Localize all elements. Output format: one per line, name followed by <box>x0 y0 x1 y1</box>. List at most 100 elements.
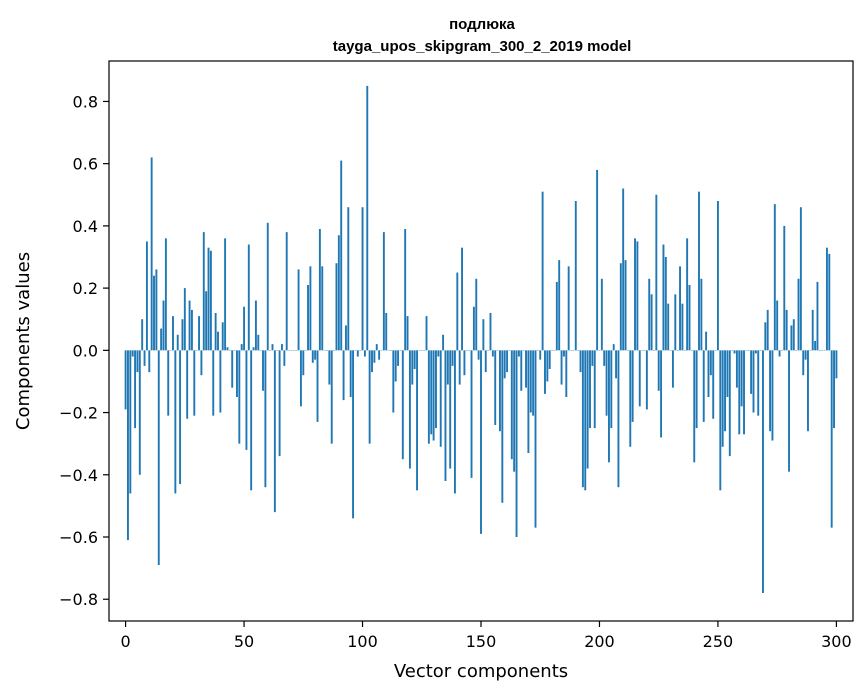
bar <box>264 350 267 488</box>
bar <box>157 350 160 565</box>
bar <box>124 350 127 410</box>
bar <box>141 319 144 351</box>
bar <box>517 350 520 357</box>
bar <box>307 285 309 351</box>
bar <box>252 347 255 351</box>
x-axis: 0 50 100 150 200 250 300 <box>120 621 852 651</box>
bar <box>541 191 544 351</box>
bar <box>724 350 726 432</box>
bar <box>757 350 760 416</box>
bar <box>435 350 437 429</box>
bar <box>349 350 352 397</box>
bar <box>283 350 286 366</box>
bar <box>181 319 184 351</box>
bar <box>198 316 200 351</box>
bar <box>833 350 835 429</box>
bar <box>401 350 404 460</box>
bar <box>482 319 485 351</box>
bar <box>790 325 793 351</box>
bar <box>581 350 584 488</box>
bar <box>134 350 137 429</box>
bar <box>589 350 591 429</box>
bar <box>217 331 219 351</box>
bar <box>226 347 229 351</box>
bar <box>513 350 516 472</box>
bar <box>811 309 814 351</box>
bar <box>655 194 658 351</box>
bar <box>693 350 696 463</box>
bar <box>335 263 338 351</box>
bar <box>700 278 703 351</box>
bar <box>830 350 833 528</box>
bar <box>416 350 418 491</box>
bar <box>503 350 506 379</box>
bar <box>477 350 480 360</box>
bar <box>266 222 269 351</box>
bar <box>245 350 248 450</box>
bar <box>356 350 359 357</box>
bar <box>311 350 314 363</box>
bar <box>762 350 764 593</box>
bar <box>352 350 354 519</box>
bar <box>406 316 409 351</box>
x-tick-label: 100 <box>347 632 378 651</box>
bar <box>463 350 466 376</box>
bar <box>254 300 257 351</box>
bar <box>716 201 719 351</box>
bar <box>392 350 395 413</box>
bar <box>153 275 155 351</box>
bar <box>645 350 648 410</box>
bar <box>484 350 487 373</box>
bar <box>347 207 350 351</box>
bar <box>183 288 186 351</box>
bar <box>529 350 532 413</box>
bar <box>285 232 288 351</box>
y-axis: −0.8 −0.6 −0.4 −0.2 0.0 0.2 0.4 0.6 0.8 <box>59 92 109 609</box>
bar <box>425 316 428 351</box>
bar <box>707 350 710 397</box>
bar <box>138 350 141 475</box>
bar <box>150 157 153 351</box>
bar <box>776 300 779 351</box>
bar <box>231 350 234 388</box>
bar <box>314 350 317 360</box>
bar <box>515 350 518 537</box>
bar <box>172 316 174 351</box>
y-tick-label: −0.8 <box>59 590 98 609</box>
bar <box>788 350 790 472</box>
bar <box>344 325 347 351</box>
bar <box>174 350 177 494</box>
bar <box>458 350 461 385</box>
bar <box>816 281 819 351</box>
plot-frame <box>108 60 854 622</box>
bar <box>340 160 343 351</box>
bar <box>430 350 433 435</box>
bar <box>792 319 795 351</box>
bar <box>764 322 767 351</box>
bar-series <box>124 85 838 593</box>
bar <box>190 309 193 351</box>
bar <box>273 350 276 513</box>
bar <box>129 350 132 494</box>
bar <box>176 334 179 351</box>
bar <box>802 350 805 376</box>
bar <box>337 235 340 351</box>
bar <box>480 350 482 534</box>
bar <box>520 350 523 391</box>
bar <box>179 350 182 485</box>
bar <box>243 306 246 351</box>
y-tick-label: −0.4 <box>59 466 98 485</box>
bar <box>330 350 333 444</box>
x-tick-label: 300 <box>821 632 852 651</box>
bar <box>600 278 603 351</box>
bar <box>667 303 670 351</box>
bar <box>735 350 738 388</box>
bar <box>828 253 831 351</box>
bar <box>835 350 838 379</box>
bar <box>451 350 454 366</box>
y-tick-label: −0.2 <box>59 404 98 423</box>
bar <box>605 350 608 416</box>
bar <box>453 350 456 494</box>
bar <box>783 225 786 351</box>
bar <box>373 350 376 363</box>
